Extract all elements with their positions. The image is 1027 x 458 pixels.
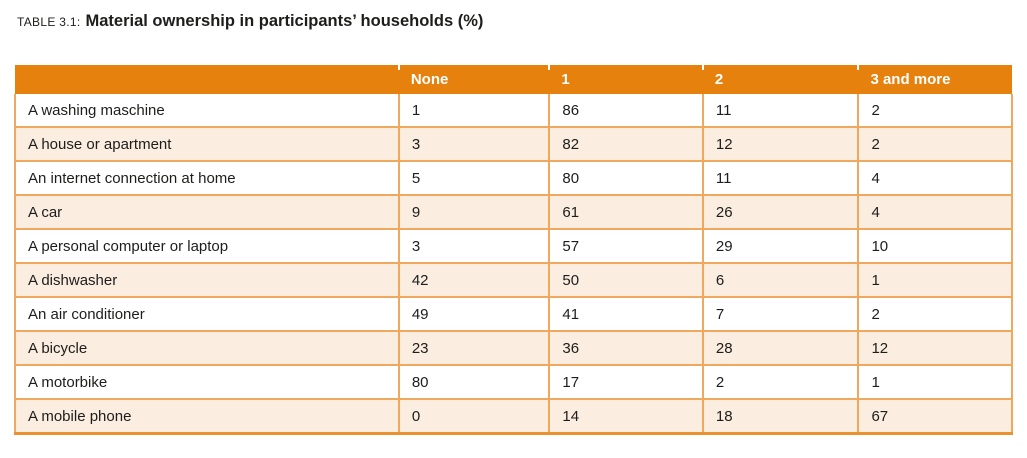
row-label: A mobile phone [14, 398, 400, 435]
column-header-none: None [397, 65, 550, 94]
row-label: An internet connection at home [14, 160, 400, 196]
value-cell: 11 [701, 94, 860, 128]
material-ownership-table: None 1 2 3 and more A washing maschine 1 8… [14, 65, 1013, 435]
value-cell: 86 [548, 94, 704, 128]
value-cell: 6 [701, 262, 860, 298]
table-title: Material ownership in participants’ hous… [85, 12, 484, 30]
table-row: A washing maschine 1 86 11 2 [14, 94, 1013, 128]
table-row: A bicycle 23 36 28 12 [14, 330, 1013, 366]
value-cell: 11 [701, 160, 860, 196]
value-cell: 57 [548, 228, 704, 264]
value-cell: 2 [857, 126, 1013, 162]
value-cell: 61 [548, 194, 704, 230]
value-cell: 18 [701, 398, 860, 435]
value-cell: 17 [548, 364, 704, 400]
document-page: TABLE 3.1: Material ownership in particip… [14, 12, 1013, 435]
value-cell: 14 [548, 398, 704, 435]
row-label: A bicycle [14, 330, 400, 366]
row-label: A washing maschine [14, 94, 400, 128]
column-header-item [15, 65, 399, 94]
table-number-label: TABLE 3.1: [17, 15, 81, 29]
value-cell: 41 [548, 296, 704, 332]
table-row: A dishwasher 42 50 6 1 [14, 262, 1013, 298]
value-cell: 29 [701, 228, 860, 264]
row-label: A motorbike [14, 364, 400, 400]
value-cell: 12 [857, 330, 1013, 366]
value-cell: 10 [857, 228, 1013, 264]
table-row: A car 9 61 26 4 [14, 194, 1013, 230]
table-row: A personal computer or laptop 3 57 29 10 [14, 228, 1013, 264]
value-cell: 1 [857, 262, 1013, 298]
value-cell: 1 [857, 364, 1013, 400]
value-cell: 26 [701, 194, 860, 230]
row-label: An air conditioner [14, 296, 400, 332]
value-cell: 36 [548, 330, 704, 366]
value-cell: 0 [397, 398, 551, 435]
value-cell: 23 [397, 330, 551, 366]
value-cell: 4 [857, 194, 1013, 230]
value-cell: 80 [548, 160, 704, 196]
value-cell: 67 [857, 398, 1013, 435]
value-cell: 80 [397, 364, 551, 400]
value-cell: 12 [701, 126, 860, 162]
row-label: A personal computer or laptop [14, 228, 400, 264]
table-caption: TABLE 3.1: Material ownership in particip… [17, 12, 1013, 32]
value-cell: 3 [397, 126, 551, 162]
value-cell: 50 [548, 262, 704, 298]
value-cell: 82 [548, 126, 704, 162]
value-cell: 2 [701, 364, 860, 400]
header-row: None 1 2 3 and more [15, 65, 1012, 94]
value-cell: 1 [397, 94, 551, 128]
value-cell: 2 [857, 94, 1013, 128]
column-header-three-and-more: 3 and more [857, 65, 1012, 94]
value-cell: 5 [397, 160, 551, 196]
column-header-two: 2 [701, 65, 859, 94]
value-cell: 3 [397, 228, 551, 264]
column-header-one: 1 [548, 65, 703, 94]
value-cell: 42 [397, 262, 551, 298]
row-label: A dishwasher [14, 262, 400, 298]
value-cell: 49 [397, 296, 551, 332]
table-row: A mobile phone 0 14 18 67 [14, 398, 1013, 435]
value-cell: 9 [397, 194, 551, 230]
table-row: A house or apartment 3 82 12 2 [14, 126, 1013, 162]
table-row: An internet connection at home 5 80 11 4 [14, 160, 1013, 196]
value-cell: 4 [857, 160, 1013, 196]
value-cell: 28 [701, 330, 860, 366]
table-body: A washing maschine 1 86 11 2 A house or apart… [14, 94, 1013, 435]
value-cell: 2 [857, 296, 1013, 332]
row-label: A car [14, 194, 400, 230]
value-cell: 7 [701, 296, 860, 332]
row-label: A house or apartment [14, 126, 400, 162]
table-row: An air conditioner 49 41 7 2 [14, 296, 1013, 332]
table-row: A motorbike 80 17 2 1 [14, 364, 1013, 400]
